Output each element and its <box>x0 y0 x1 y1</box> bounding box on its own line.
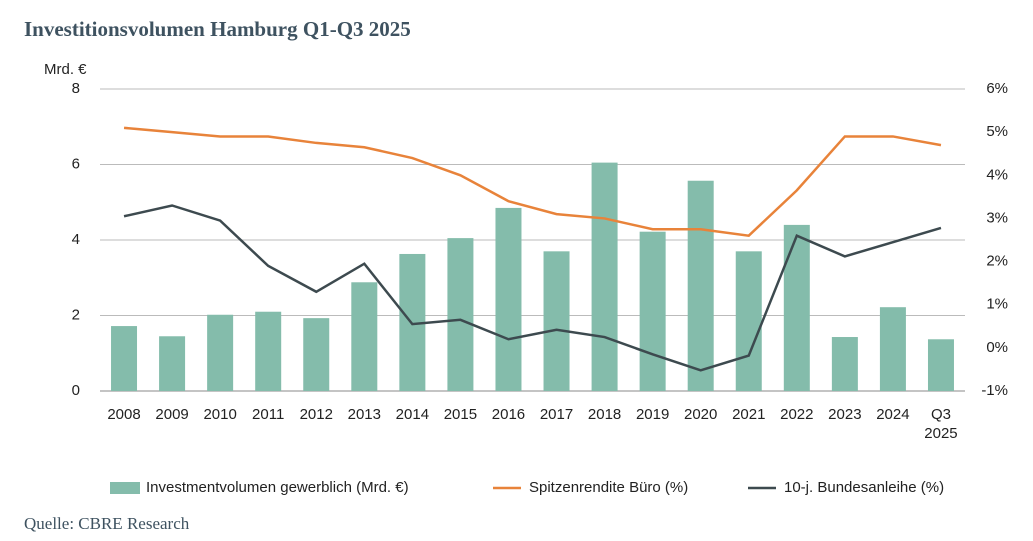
y2-tick-label: 1% <box>986 296 1008 313</box>
x-tick-label: 2022 <box>780 406 814 423</box>
x-tick-label: 2008 <box>107 406 141 423</box>
bar <box>831 337 858 391</box>
x-tick-label: 2012 <box>299 406 333 423</box>
bar <box>879 307 906 391</box>
y-axis-label: Mrd. € <box>44 61 87 78</box>
bar <box>303 318 330 391</box>
x-tick-label: 2020 <box>684 406 718 423</box>
x-tick-label: 2009 <box>155 406 189 423</box>
x-tick-label: 2016 <box>491 406 526 423</box>
y2-tick-label: 4% <box>986 166 1008 183</box>
x-tick-label: 2010 <box>203 406 237 423</box>
x-tick-label: 2011 <box>252 406 285 423</box>
y2-tick-label: 6% <box>986 80 1008 97</box>
bar <box>639 231 666 391</box>
y2-tick-label: 0% <box>986 339 1008 356</box>
bar <box>783 224 810 391</box>
bar <box>447 238 474 391</box>
bar <box>495 207 522 391</box>
legend-swatch <box>110 482 140 494</box>
bar <box>255 311 282 391</box>
source: Quelle: CBRE Research <box>24 514 190 533</box>
legend-label: 10-j. Bundesanleihe (%) <box>784 479 944 496</box>
y2-tick-label: -1% <box>981 382 1008 399</box>
y2-tick-label: 2% <box>986 253 1008 270</box>
y-tick-label: 0 <box>72 382 80 399</box>
chart-title: Investitionsvolumen Hamburg Q1-Q3 2025 <box>24 17 411 41</box>
bar <box>351 282 378 391</box>
x-tick-label: 2021 <box>732 406 766 423</box>
x-tick-label: Q3 2025 <box>924 406 958 442</box>
bar <box>927 339 954 391</box>
legend-label: Spitzenrendite Büro (%) <box>529 479 688 496</box>
bar <box>111 326 138 391</box>
x-tick-label: 2023 <box>828 406 862 423</box>
x-tick-label: 2015 <box>443 406 478 423</box>
line <box>123 204 942 372</box>
bar <box>687 180 714 391</box>
bar <box>735 251 762 391</box>
bar <box>159 336 186 391</box>
y-tick-label: 6 <box>72 155 80 172</box>
y-tick-label: 2 <box>72 306 80 323</box>
line <box>123 126 942 238</box>
x-tick-label: 2018 <box>587 406 622 423</box>
y2-tick-label: 3% <box>986 209 1008 226</box>
x-tick-label: 2014 <box>395 406 430 423</box>
y-tick-label: 4 <box>72 231 80 248</box>
y-tick-label: 8 <box>72 80 80 97</box>
x-tick-label: 2019 <box>635 406 670 423</box>
bar <box>543 251 570 391</box>
x-tick-label: 2013 <box>347 406 381 423</box>
legend-label: Investmentvolumen gewerblich (Mrd. €) <box>146 479 409 496</box>
x-tick-label: 2017 <box>539 406 574 423</box>
x-tick-label: 2024 <box>876 406 910 423</box>
bar <box>591 162 618 391</box>
bar <box>207 314 234 391</box>
y2-tick-label: 5% <box>986 123 1008 140</box>
